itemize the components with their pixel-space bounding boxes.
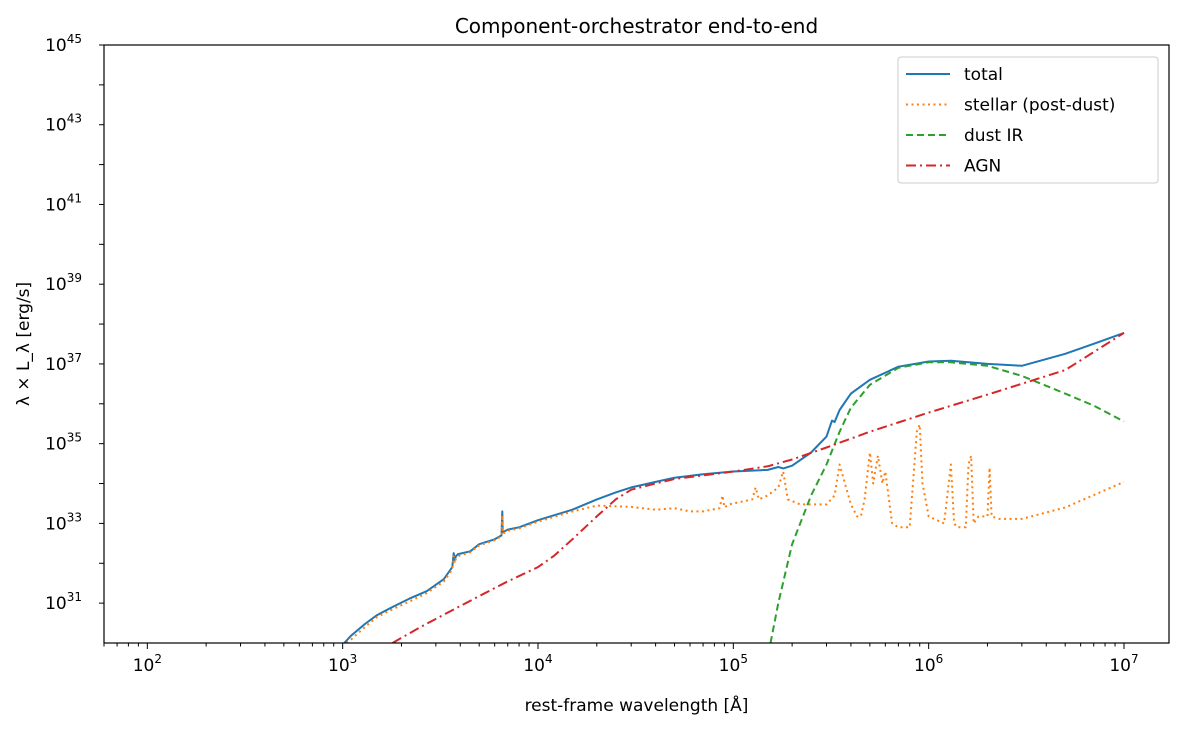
series-line-stellar xyxy=(345,423,1125,643)
x-tick-label: 107 xyxy=(1109,652,1138,676)
chart-title: Component-orchestrator end-to-end xyxy=(455,14,818,38)
legend-label: AGN xyxy=(964,157,1001,177)
x-tick-label: 103 xyxy=(328,652,357,676)
y-tick-label: 1043 xyxy=(45,112,82,136)
x-axis-label: rest-frame wavelength [Å] xyxy=(525,694,749,716)
y-tick-label: 1045 xyxy=(45,32,82,56)
x-tick-label: 106 xyxy=(914,652,943,676)
y-tick-label: 1037 xyxy=(45,351,82,375)
legend-box xyxy=(897,56,1159,184)
series-line-agn xyxy=(392,332,1125,643)
x-axis-ticks: 102 103 104 105 106 107 xyxy=(103,643,1139,676)
legend-label: stellar (post-dust) xyxy=(964,96,1115,116)
series-line-dust xyxy=(769,361,1125,643)
y-tick-label: 1041 xyxy=(45,191,82,215)
legend-label: dust IR xyxy=(964,126,1024,146)
x-tick-label: 102 xyxy=(133,652,162,676)
plot-frame xyxy=(103,44,1170,644)
y-tick-label: 1035 xyxy=(45,431,82,455)
y-axis-label: λ × L_λ [erg/s] xyxy=(14,282,34,406)
legend: total stellar (post-dust) dust IR AGN xyxy=(897,56,1159,184)
y-axis-ticks: 1031 1033 1035 1037 1039 1041 1043 1045 xyxy=(45,32,104,614)
series-line-total xyxy=(342,331,1125,643)
x-tick-label: 104 xyxy=(523,652,552,676)
y-tick-label: 1039 xyxy=(45,271,82,295)
y-tick-label: 1031 xyxy=(45,590,82,614)
y-tick-label: 1033 xyxy=(45,510,82,534)
legend-label: total xyxy=(964,65,1003,85)
x-tick-label: 105 xyxy=(719,652,748,676)
series-layer xyxy=(342,331,1125,643)
